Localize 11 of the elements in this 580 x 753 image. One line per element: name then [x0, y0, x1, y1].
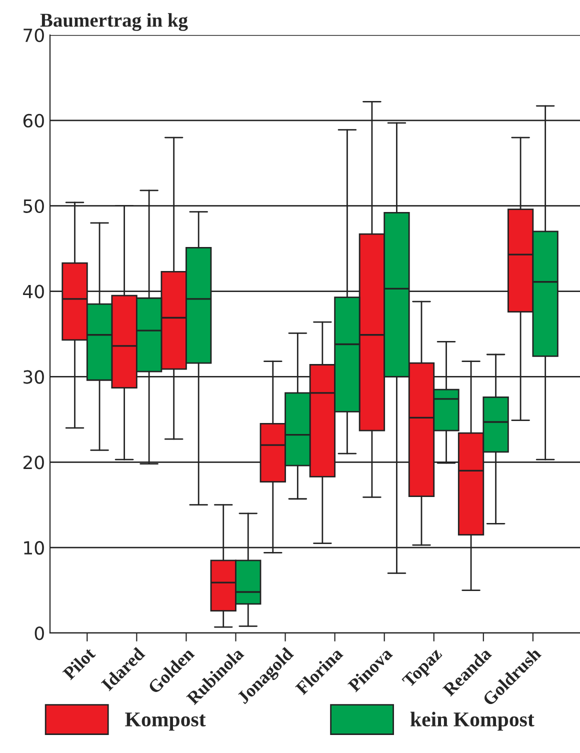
legend-label: kein Kompost [410, 712, 534, 731]
y-tick-label: 40 [23, 284, 44, 298]
y-tick-label: 70 [24, 28, 44, 42]
y-tick-label: 60 [23, 114, 44, 128]
y-tick-label: 20 [23, 456, 44, 470]
y-tick-label: 10 [24, 541, 44, 555]
legend-label: Kompost [125, 712, 206, 731]
y-axis-title: Baumertrag in kg [40, 13, 188, 31]
y-tick-label: 50 [24, 199, 44, 213]
y-tick-label: 30 [24, 370, 44, 384]
y-tick-label: 0 [34, 626, 44, 640]
